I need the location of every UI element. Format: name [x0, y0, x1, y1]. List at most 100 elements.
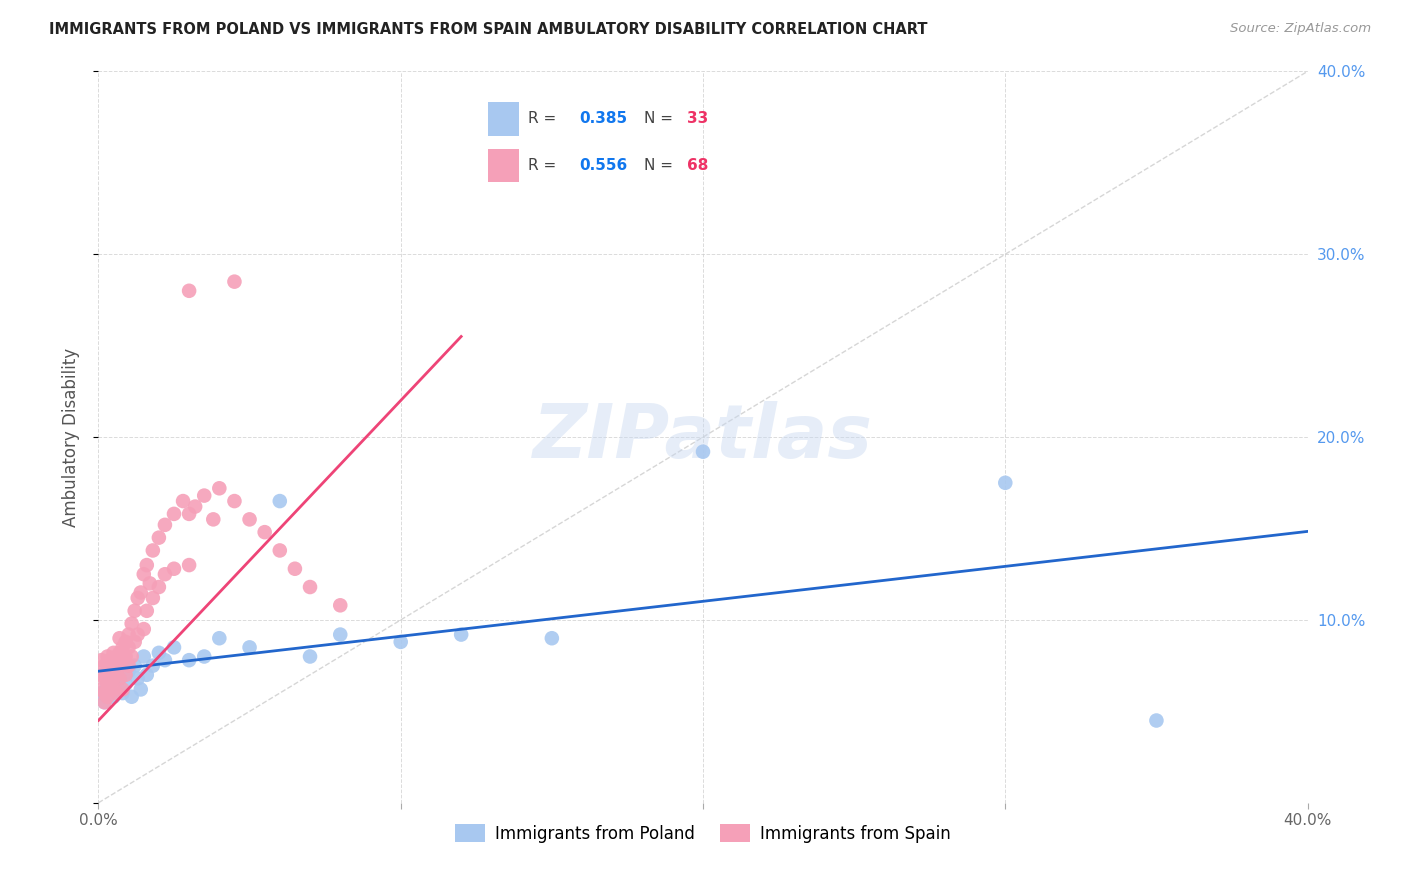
Point — [105, 667, 128, 681]
Point — [93, 672, 115, 686]
Point — [103, 690, 125, 704]
Point — [114, 635, 136, 649]
Point — [193, 489, 215, 503]
Point — [139, 576, 162, 591]
Point — [121, 649, 143, 664]
Point — [184, 500, 207, 514]
Point — [135, 604, 157, 618]
Point — [90, 686, 112, 700]
Point — [135, 558, 157, 573]
Point — [224, 275, 246, 289]
Point — [93, 695, 115, 709]
Point — [114, 667, 136, 681]
Point — [329, 599, 352, 613]
Point — [103, 658, 125, 673]
Point — [299, 580, 322, 594]
Point — [540, 632, 562, 646]
Point — [142, 591, 165, 605]
Point — [124, 658, 146, 673]
Point — [132, 622, 155, 636]
Point — [114, 677, 136, 691]
Point — [148, 580, 170, 594]
Y-axis label: Ambulatory Disability: Ambulatory Disability — [62, 348, 80, 526]
Point — [1144, 714, 1167, 728]
Point — [100, 653, 122, 667]
Point — [96, 649, 118, 664]
Point — [142, 658, 165, 673]
Point — [163, 562, 186, 576]
Point — [103, 682, 125, 697]
Point — [90, 667, 112, 681]
Point — [129, 682, 152, 697]
Point — [193, 649, 215, 664]
Point — [118, 658, 141, 673]
Point — [142, 543, 165, 558]
Point — [96, 690, 118, 704]
Point — [269, 543, 291, 558]
Text: ZIPatlas: ZIPatlas — [533, 401, 873, 474]
Point — [103, 646, 125, 660]
Point — [93, 658, 115, 673]
Point — [108, 658, 131, 673]
Point — [208, 481, 231, 495]
Point — [208, 632, 231, 646]
Point — [90, 682, 112, 697]
Point — [148, 646, 170, 660]
Point — [994, 475, 1017, 490]
Point — [135, 667, 157, 681]
Point — [108, 646, 131, 660]
Point — [239, 512, 262, 526]
Text: Source: ZipAtlas.com: Source: ZipAtlas.com — [1230, 22, 1371, 36]
Point — [450, 627, 472, 641]
Point — [132, 649, 155, 664]
Point — [90, 653, 112, 667]
Point — [111, 640, 134, 655]
Point — [111, 686, 134, 700]
Point — [100, 667, 122, 681]
Point — [153, 653, 176, 667]
Point — [329, 627, 352, 641]
Point — [163, 640, 186, 655]
Point — [118, 627, 141, 641]
Point — [253, 525, 276, 540]
Point — [96, 664, 118, 678]
Point — [132, 567, 155, 582]
Point — [127, 672, 149, 686]
Point — [153, 517, 176, 532]
Point — [111, 653, 134, 667]
Point — [121, 616, 143, 631]
Point — [118, 640, 141, 655]
Point — [100, 682, 122, 697]
Point — [114, 649, 136, 664]
Point — [269, 494, 291, 508]
Point — [96, 677, 118, 691]
Point — [179, 558, 201, 573]
Point — [299, 649, 322, 664]
Point — [153, 567, 176, 582]
Point — [239, 640, 262, 655]
Legend: Immigrants from Poland, Immigrants from Spain: Immigrants from Poland, Immigrants from … — [449, 818, 957, 849]
Point — [202, 512, 225, 526]
Point — [284, 562, 307, 576]
Point — [389, 635, 412, 649]
Point — [108, 672, 131, 686]
Point — [129, 585, 152, 599]
Text: IMMIGRANTS FROM POLAND VS IMMIGRANTS FROM SPAIN AMBULATORY DISABILITY CORRELATIO: IMMIGRANTS FROM POLAND VS IMMIGRANTS FRO… — [49, 22, 928, 37]
Point — [127, 627, 149, 641]
Point — [121, 690, 143, 704]
Point — [105, 649, 128, 664]
Point — [96, 677, 118, 691]
Point — [124, 604, 146, 618]
Point — [692, 444, 714, 458]
Point — [100, 677, 122, 691]
Point — [105, 686, 128, 700]
Point — [163, 507, 186, 521]
Point — [172, 494, 194, 508]
Point — [179, 653, 201, 667]
Point — [108, 632, 131, 646]
Point — [105, 664, 128, 678]
Point — [179, 284, 201, 298]
Point — [118, 664, 141, 678]
Point — [224, 494, 246, 508]
Point — [93, 686, 115, 700]
